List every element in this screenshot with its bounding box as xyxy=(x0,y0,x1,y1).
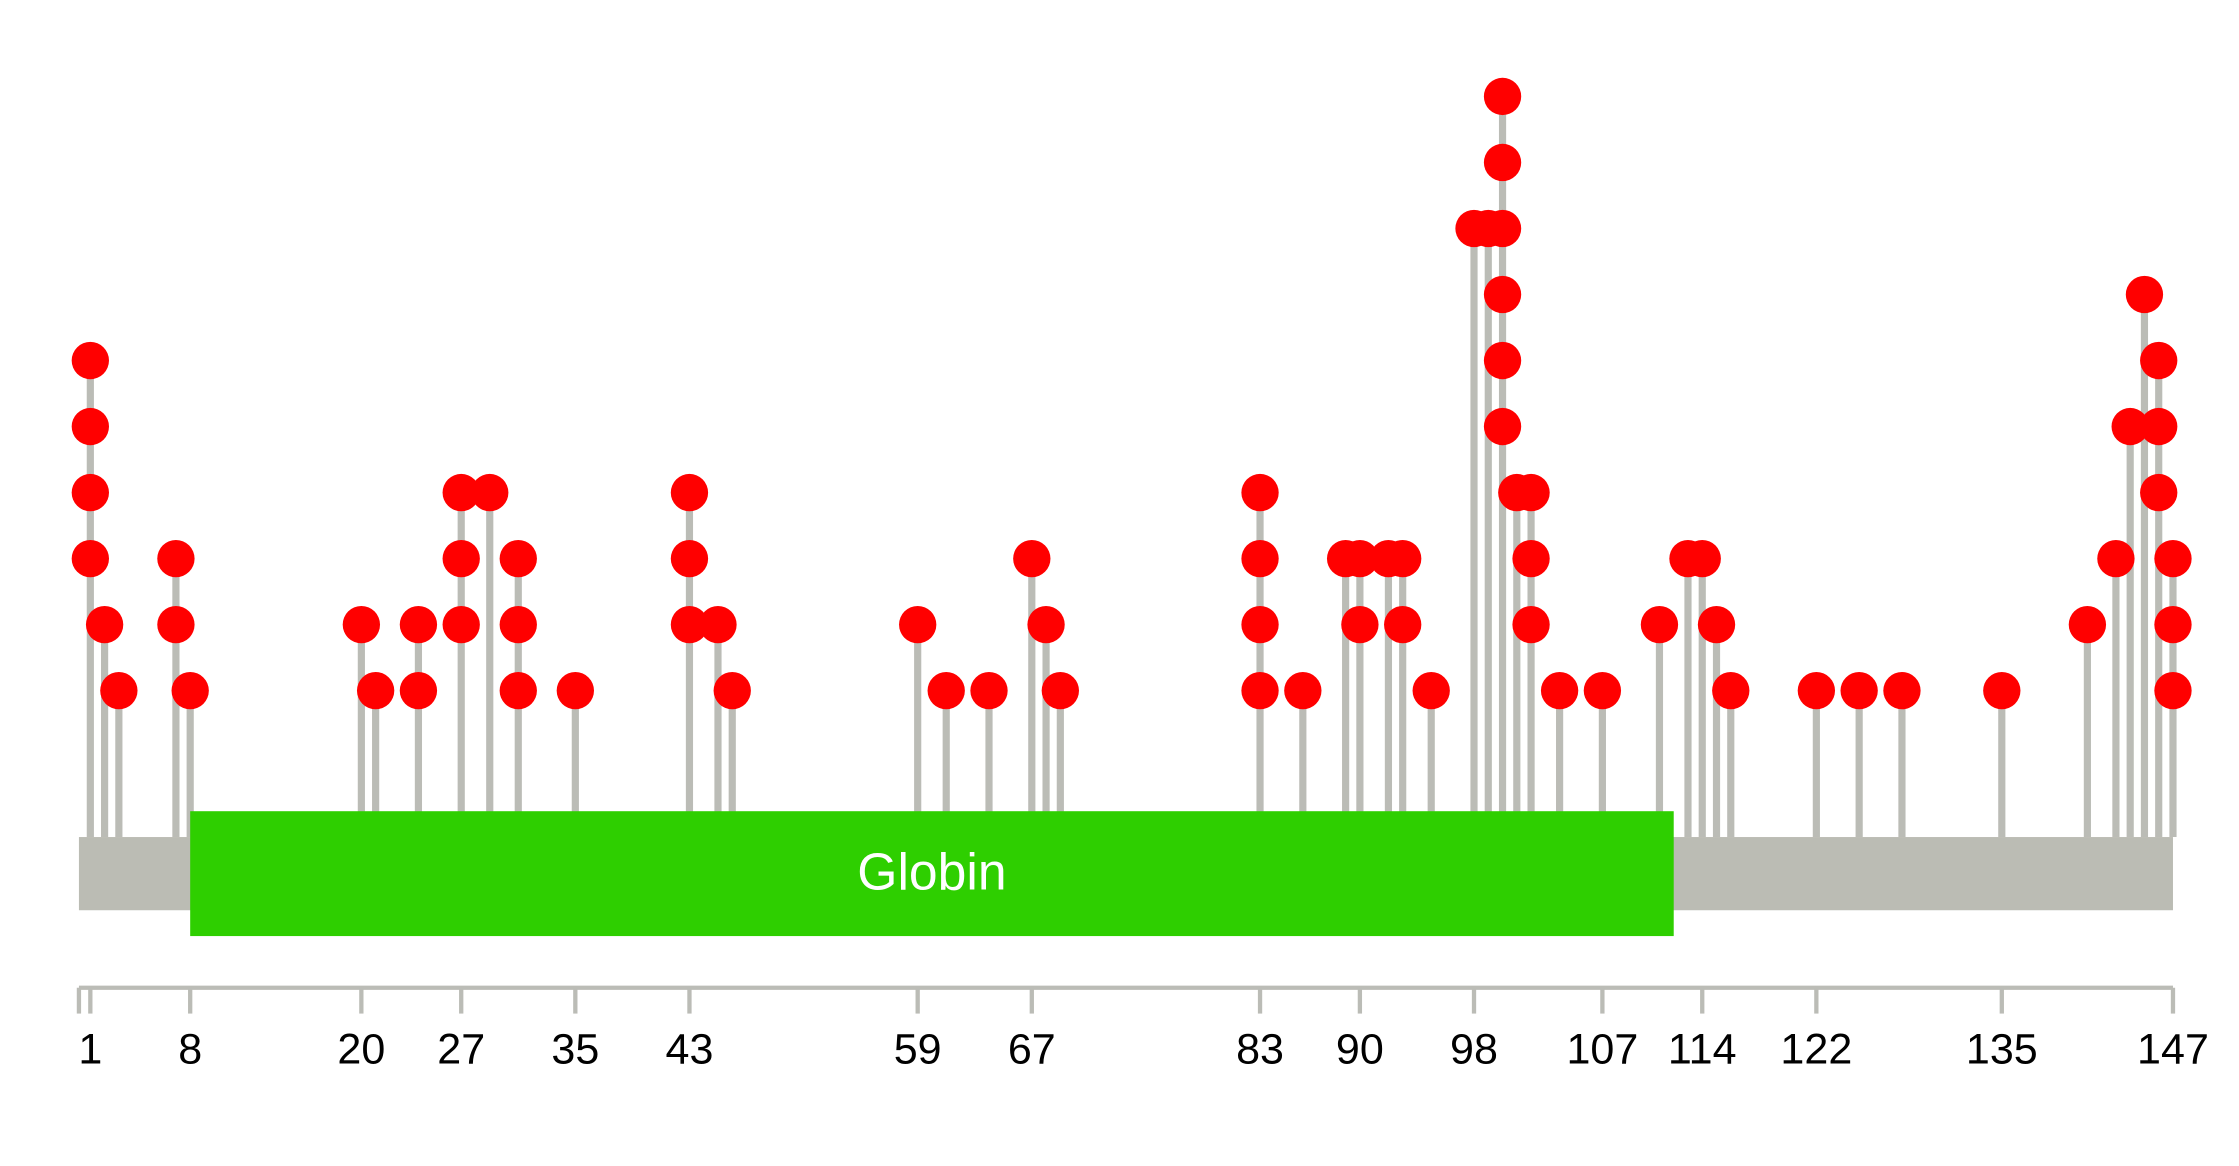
x-tick-label: 107 xyxy=(1566,1026,1638,1074)
mutation-dot xyxy=(442,539,480,578)
mutation-dot xyxy=(556,671,594,710)
mutation-dot xyxy=(927,671,965,710)
mutation-dot xyxy=(1241,539,1279,578)
mutation-dot xyxy=(499,539,537,578)
mutation-dot xyxy=(399,671,438,710)
x-tick-label: 8 xyxy=(178,1026,202,1074)
mutation-dot xyxy=(2154,671,2192,710)
mutation-dot xyxy=(713,671,751,710)
x-tick-label: 147 xyxy=(2137,1026,2209,1074)
mutation-dot xyxy=(1483,143,1522,182)
mutation-dot xyxy=(899,605,937,644)
mutation-dot xyxy=(1883,671,1921,710)
x-tick-label: 67 xyxy=(1008,1026,1056,1074)
mutation-dot xyxy=(1013,539,1051,578)
mutation-dot xyxy=(1483,407,1522,446)
mutation-dot xyxy=(2154,605,2192,644)
mutation-dot xyxy=(1797,671,1836,710)
mutation-dot xyxy=(1341,605,1379,644)
mutation-dot xyxy=(1483,209,1522,248)
mutation-dot xyxy=(499,605,537,644)
mutation-dot xyxy=(670,473,709,512)
mutation-dot xyxy=(1241,473,1279,512)
mutation-dot xyxy=(1697,605,1736,644)
mutation-dot xyxy=(1583,671,1622,710)
mutation-dot xyxy=(1412,671,1450,710)
mutation-dot xyxy=(1041,671,1079,710)
x-axis: 1 8 20 27 35 43 59 67 83 90 98 107 114 122 135 147 xyxy=(78,987,2209,1074)
mutation-dot xyxy=(1983,671,2021,710)
x-tick-label: 98 xyxy=(1450,1026,1498,1074)
mutation-dot xyxy=(1512,473,1550,512)
mutation-dot xyxy=(100,671,138,710)
x-tick-label: 90 xyxy=(1336,1026,1384,1074)
mutation-dot xyxy=(2140,341,2178,380)
mutation-dot xyxy=(1027,605,1065,644)
mutation-dot xyxy=(2140,407,2178,446)
domain-label: Globin xyxy=(857,842,1006,900)
mutation-dot xyxy=(442,605,480,644)
mutation-dot xyxy=(1512,605,1550,644)
mutation-dot xyxy=(71,539,109,578)
mutation-dot xyxy=(1284,671,1322,710)
mutation-dot xyxy=(1483,341,1522,380)
mutation-dot xyxy=(171,671,209,710)
domain: Globin xyxy=(190,811,1674,937)
mutation-dot xyxy=(1384,605,1422,644)
mutation-dot xyxy=(356,671,395,710)
x-tick-label: 122 xyxy=(1780,1026,1852,1074)
mutation-dot xyxy=(1640,605,1679,644)
mutation-dot xyxy=(85,605,124,644)
mutation-dot xyxy=(71,407,109,446)
mutation-dot xyxy=(670,605,709,644)
mutation-dot xyxy=(2068,605,2107,644)
mutation-dot xyxy=(1483,275,1522,314)
mutation-dot xyxy=(499,671,537,710)
mutation-dot xyxy=(970,671,1008,710)
mutation-dot xyxy=(1241,605,1279,644)
x-tick-label: 135 xyxy=(1966,1026,2038,1074)
mutation-dot xyxy=(1341,539,1379,578)
mutation-dot xyxy=(1241,671,1279,710)
mutation-dot xyxy=(2140,473,2178,512)
mutation-dot xyxy=(1384,539,1422,578)
x-tick-label: 43 xyxy=(666,1026,714,1074)
mutation-dot xyxy=(2111,407,2149,446)
dots xyxy=(71,77,2192,710)
x-tick-label: 59 xyxy=(894,1026,942,1074)
mutation-dot xyxy=(699,605,737,644)
x-tick-label: 27 xyxy=(437,1026,485,1074)
mutation-dot xyxy=(71,341,109,380)
x-tick-label: 35 xyxy=(551,1026,599,1074)
mutation-dot xyxy=(342,605,381,644)
domain-box xyxy=(190,811,1674,937)
mutation-dot xyxy=(471,473,509,512)
mutation-dot xyxy=(157,605,195,644)
mutation-dot xyxy=(2097,539,2135,578)
mutation-dot xyxy=(71,473,109,512)
mutation-dot xyxy=(442,473,480,512)
mutation-dot xyxy=(399,605,438,644)
x-tick-label: 20 xyxy=(337,1026,385,1074)
mutation-dot xyxy=(157,539,195,578)
x-tick-label: 1 xyxy=(78,1026,102,1074)
stems xyxy=(86,96,2177,838)
mutation-dot xyxy=(1840,671,1878,710)
mutation-dot xyxy=(1540,671,1579,710)
mutation-dot xyxy=(2125,275,2164,314)
x-tick-label: 83 xyxy=(1236,1026,1284,1074)
mutation-dot xyxy=(2154,539,2192,578)
mutation-dot xyxy=(1483,77,1522,116)
x-tick-label: 114 xyxy=(1668,1026,1737,1074)
mutation-dot xyxy=(1683,539,1721,578)
mutation-dot xyxy=(670,539,709,578)
mutation-dot xyxy=(1712,671,1750,710)
mutation-dot xyxy=(1512,539,1550,578)
